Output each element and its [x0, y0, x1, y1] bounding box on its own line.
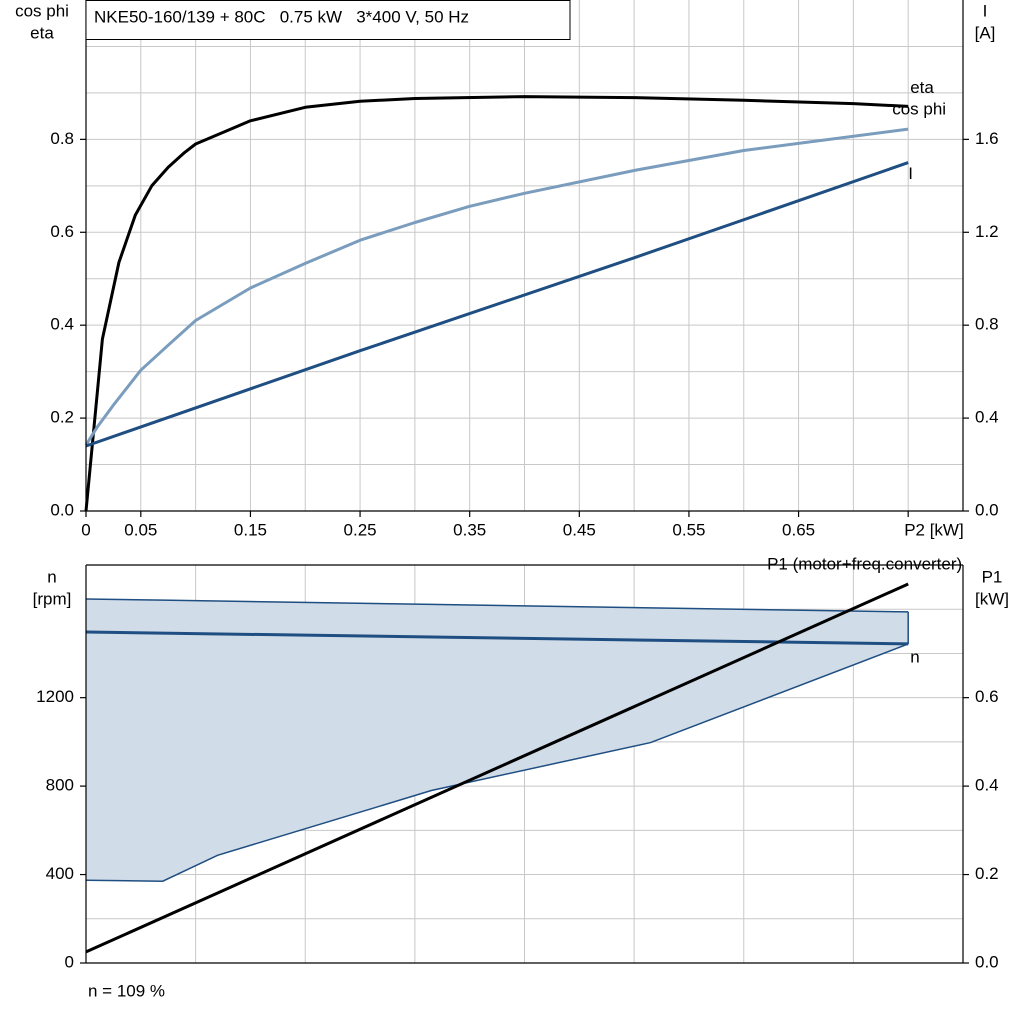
- speed-range-lower: [85, 643, 909, 882]
- y-tick-label: 0.8: [50, 129, 74, 148]
- x-tick-label: 0.45: [563, 520, 596, 539]
- y2-tick-label: 0.8: [975, 315, 999, 334]
- y-axis-title: eta: [30, 23, 54, 42]
- y-tick-label: 0.4: [50, 315, 74, 334]
- footnote: n = 109 %: [88, 981, 165, 1000]
- y-tick-label: 0.0: [50, 500, 74, 519]
- y-tick-label: 800: [46, 776, 74, 795]
- y2-axis-title: P1: [982, 567, 1003, 586]
- y-tick-label: 0.6: [50, 222, 74, 241]
- x-tick-label: 0.15: [234, 520, 267, 539]
- y-axis-title: n: [47, 567, 56, 586]
- series-line: [84, 95, 909, 512]
- x-tick-label: 0.55: [672, 520, 705, 539]
- y-tick-label: 0: [65, 952, 74, 971]
- series-label: n: [910, 647, 919, 666]
- chart-title: NKE50-160/139 + 80C 0.75 kW 3*400 V, 50 …: [94, 7, 469, 26]
- y-tick-label: 400: [46, 864, 74, 883]
- speed-range-area: [86, 599, 909, 882]
- series-label: P1 (motor+freq.converter): [767, 554, 962, 573]
- x-tick-label: 0.35: [453, 520, 486, 539]
- y-tick-label: 0.2: [50, 408, 74, 427]
- series-line: [85, 630, 909, 646]
- series-line: [85, 582, 909, 954]
- y-tick-label: 1200: [36, 687, 74, 706]
- y2-tick-label: 1.2: [975, 222, 999, 241]
- series-label: I: [908, 164, 913, 183]
- title-box: [85, 0, 571, 40]
- x-tick-label: 0.25: [344, 520, 377, 539]
- y2-tick-label: 0.2: [975, 864, 999, 883]
- x-tick-label: 0.65: [782, 520, 815, 539]
- x-tick-label: 0: [81, 520, 90, 539]
- y2-axis-title: [A]: [975, 23, 996, 42]
- y2-tick-label: 0.0: [975, 952, 999, 971]
- y2-tick-label: 0.0: [975, 500, 999, 519]
- y2-axis-title: [kW]: [975, 589, 1009, 608]
- series-line: [84, 127, 909, 446]
- y-axis-title: cos phi: [15, 1, 69, 20]
- y2-axis-title: I: [983, 1, 988, 20]
- x-tick-label: P2 [kW]: [904, 520, 964, 539]
- x-tick-label: 0.05: [124, 520, 157, 539]
- speed-range-upper: [85, 598, 909, 613]
- y2-tick-label: 0.4: [975, 408, 999, 427]
- y2-tick-label: 1.6: [975, 129, 999, 148]
- series-label: eta: [910, 78, 934, 97]
- series-label: cos phi: [892, 100, 946, 119]
- series-line: [85, 161, 909, 448]
- y-axis-title: [rpm]: [33, 589, 72, 608]
- y2-tick-label: 0.4: [975, 776, 999, 795]
- y2-tick-label: 0.6: [975, 687, 999, 706]
